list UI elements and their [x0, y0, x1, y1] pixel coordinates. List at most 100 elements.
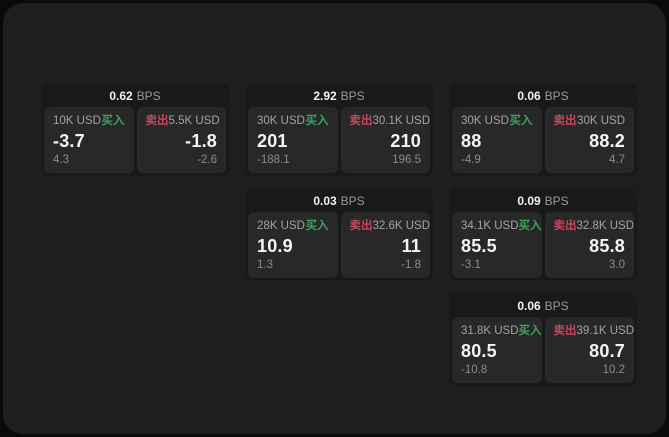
buy-cell[interactable]: 34.1K USD 买入 85.5 -3.1 — [452, 212, 542, 278]
buy-amount: 30K USD — [461, 115, 509, 127]
sell-amount: 32.8K USD — [576, 220, 635, 232]
buy-amount: 28K USD — [257, 220, 305, 232]
sell-cell[interactable]: 卖出 30K USD 88.2 4.7 — [544, 107, 634, 173]
card-body: 30K USD 买入 88 -4.9 卖出 30K USD 88.2 4.7 — [452, 107, 634, 173]
bps-unit-label: BPS — [340, 89, 365, 103]
bps-value: 0.09 — [517, 194, 541, 208]
buy-amount: 31.8K USD — [461, 325, 519, 337]
bps-value: 0.06 — [517, 89, 541, 103]
card-body: 28K USD 买入 10.9 1.3 卖出 32.6K USD 11 -1.8 — [248, 212, 430, 278]
card-header: 0.06 BPS — [452, 86, 634, 107]
buy-sub-value: -10.8 — [461, 364, 488, 376]
sell-sub-value: 4.7 — [609, 154, 625, 166]
sell-cell[interactable]: 卖出 30.1K USD 210 196.5 — [340, 107, 431, 173]
buy-cell-top: 28K USD 买入 — [257, 219, 329, 233]
sell-cell[interactable]: 卖出 39.1K USD 80.7 10.2 — [544, 317, 635, 383]
buy-cell-top: 30K USD 买入 — [461, 114, 533, 128]
buy-price: 80.5 — [461, 340, 497, 361]
buy-side-label: 买入 — [305, 115, 329, 127]
card-header: 2.92 BPS — [248, 86, 430, 107]
buy-cell[interactable]: 31.8K USD 买入 80.5 -10.8 — [452, 317, 542, 383]
sell-cell-top: 卖出 32.6K USD — [349, 219, 431, 233]
sell-sub-value: 3.0 — [609, 259, 625, 271]
sell-sub-value: -1.8 — [401, 259, 421, 271]
buy-cell[interactable]: 30K USD 买入 201 -188.1 — [248, 107, 338, 173]
buy-cell[interactable]: 30K USD 买入 88 -4.9 — [452, 107, 542, 173]
sell-side-label: 卖出 — [349, 115, 373, 127]
card-header: 0.03 BPS — [248, 191, 430, 212]
sell-side-label: 卖出 — [553, 115, 577, 127]
buy-amount: 34.1K USD — [461, 220, 519, 232]
sell-side-label: 卖出 — [553, 220, 577, 232]
sell-amount: 30.1K USD — [372, 115, 431, 127]
bps-value: 2.92 — [313, 89, 337, 103]
sell-cell-top: 卖出 39.1K USD — [554, 324, 635, 338]
buy-sub-value: 4.3 — [53, 154, 69, 166]
bps-value: 0.06 — [517, 299, 541, 313]
bps-value: 0.03 — [313, 194, 337, 208]
buy-cell[interactable]: 10K USD 买入 -3.7 4.3 — [44, 107, 134, 173]
bps-unit-label: BPS — [544, 299, 569, 313]
bps-unit-label: BPS — [136, 89, 161, 103]
buy-amount: 30K USD — [257, 115, 305, 127]
sell-sub-value: 196.5 — [392, 154, 421, 166]
price-card: 0.62 BPS 10K USD 买入 -3.7 4.3 卖出 5.5K USD… — [41, 83, 229, 176]
card-header: 0.06 BPS — [452, 296, 634, 317]
price-card: 0.03 BPS 28K USD 买入 10.9 1.3 卖出 32.6K US… — [245, 188, 433, 281]
buy-price: 85.5 — [461, 235, 497, 256]
sell-price: 88.2 — [589, 130, 625, 151]
sell-amount: 5.5K USD — [168, 115, 220, 127]
sell-price: 11 — [401, 235, 421, 256]
sell-sub-value: -2.6 — [197, 154, 217, 166]
main-panel: 0.62 BPS 10K USD 买入 -3.7 4.3 卖出 5.5K USD… — [3, 3, 666, 434]
buy-cell[interactable]: 28K USD 买入 10.9 1.3 — [248, 212, 338, 278]
buy-price: -3.7 — [53, 130, 85, 151]
buy-sub-value: 1.3 — [257, 259, 273, 271]
card-body: 30K USD 买入 201 -188.1 卖出 30.1K USD 210 1… — [248, 107, 430, 173]
buy-cell-top: 31.8K USD 买入 — [461, 324, 542, 338]
buy-side-label: 买入 — [518, 325, 542, 337]
sell-sub-value: 10.2 — [602, 364, 625, 376]
card-body: 10K USD 买入 -3.7 4.3 卖出 5.5K USD -1.8 -2.… — [44, 107, 226, 173]
sell-cell[interactable]: 卖出 32.6K USD 11 -1.8 — [340, 212, 431, 278]
price-card: 0.06 BPS 30K USD 买入 88 -4.9 卖出 30K USD 8… — [449, 83, 637, 176]
buy-cell-top: 34.1K USD 买入 — [461, 219, 542, 233]
sell-price: 210 — [390, 130, 421, 151]
buy-price: 10.9 — [257, 235, 293, 256]
sell-cell-top: 卖出 30.1K USD — [349, 114, 431, 128]
buy-amount: 10K USD — [53, 115, 101, 127]
price-card: 2.92 BPS 30K USD 买入 201 -188.1 卖出 30.1K … — [245, 83, 433, 176]
buy-sub-value: -4.9 — [461, 154, 481, 166]
bps-unit-label: BPS — [340, 194, 365, 208]
card-body: 34.1K USD 买入 85.5 -3.1 卖出 32.8K USD 85.8… — [452, 212, 634, 278]
sell-price: -1.8 — [185, 130, 217, 151]
buy-side-label: 买入 — [305, 220, 329, 232]
price-card: 0.06 BPS 31.8K USD 买入 80.5 -10.8 卖出 39.1… — [449, 293, 637, 386]
card-header: 0.62 BPS — [44, 86, 226, 107]
buy-sub-value: -188.1 — [257, 154, 290, 166]
buy-side-label: 买入 — [518, 220, 542, 232]
sell-amount: 30K USD — [577, 115, 625, 127]
sell-amount: 39.1K USD — [576, 325, 635, 337]
sell-cell[interactable]: 卖出 32.8K USD 85.8 3.0 — [544, 212, 635, 278]
buy-sub-value: -3.1 — [461, 259, 481, 271]
buy-side-label: 买入 — [101, 115, 125, 127]
buy-cell-top: 10K USD 买入 — [53, 114, 125, 128]
card-header: 0.09 BPS — [452, 191, 634, 212]
price-board: 0.62 BPS 10K USD 买入 -3.7 4.3 卖出 5.5K USD… — [41, 83, 637, 386]
sell-side-label: 卖出 — [145, 115, 169, 127]
sell-side-label: 卖出 — [349, 220, 373, 232]
sell-amount: 32.6K USD — [372, 220, 431, 232]
sell-cell-top: 卖出 5.5K USD — [145, 114, 220, 128]
card-body: 31.8K USD 买入 80.5 -10.8 卖出 39.1K USD 80.… — [452, 317, 634, 383]
sell-cell[interactable]: 卖出 5.5K USD -1.8 -2.6 — [136, 107, 226, 173]
buy-price: 201 — [257, 130, 288, 151]
buy-side-label: 买入 — [509, 115, 533, 127]
bps-unit-label: BPS — [544, 194, 569, 208]
sell-cell-top: 卖出 30K USD — [554, 114, 626, 128]
sell-price: 80.7 — [589, 340, 625, 361]
buy-cell-top: 30K USD 买入 — [257, 114, 329, 128]
bps-value: 0.62 — [109, 89, 133, 103]
price-card: 0.09 BPS 34.1K USD 买入 85.5 -3.1 卖出 32.8K… — [449, 188, 637, 281]
